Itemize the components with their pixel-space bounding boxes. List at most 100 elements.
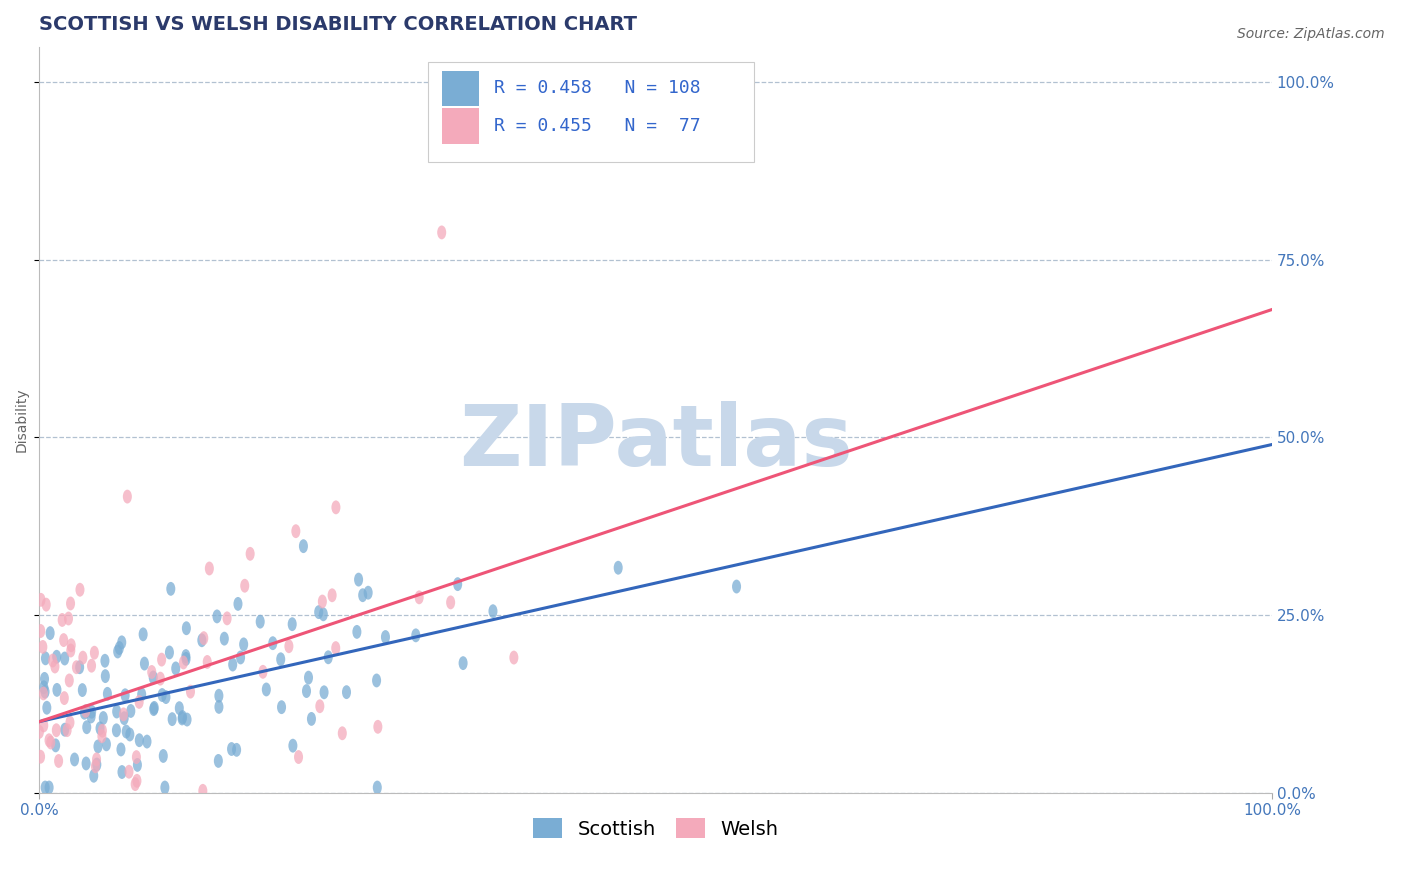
Point <box>270 652 292 666</box>
Point <box>174 652 197 666</box>
Point <box>58 611 80 625</box>
Point <box>41 654 63 668</box>
FancyBboxPatch shape <box>427 62 754 162</box>
Point <box>357 585 380 599</box>
Point <box>141 665 163 679</box>
Point <box>153 780 176 795</box>
Point <box>34 780 56 795</box>
Point <box>84 759 107 773</box>
Point <box>502 650 524 665</box>
Point <box>59 597 82 611</box>
Point <box>42 818 65 832</box>
Point <box>111 765 134 780</box>
Point <box>86 752 108 766</box>
Point <box>301 712 323 726</box>
Point <box>110 742 132 756</box>
Point <box>281 617 304 632</box>
Point <box>38 780 60 795</box>
Point <box>80 709 103 723</box>
Point <box>34 672 56 686</box>
Point <box>174 818 197 832</box>
Point <box>222 657 245 672</box>
Point <box>32 681 55 695</box>
Point <box>321 588 343 602</box>
Point <box>31 640 53 654</box>
Point <box>176 621 198 635</box>
Point <box>87 739 110 754</box>
Text: R = 0.458   N = 108: R = 0.458 N = 108 <box>494 79 700 97</box>
Point <box>125 773 148 788</box>
Point <box>367 720 389 734</box>
Point <box>308 605 330 619</box>
Point <box>284 524 307 539</box>
Point <box>30 592 52 607</box>
Point <box>131 688 153 702</box>
Point <box>482 604 505 618</box>
Point <box>80 705 103 719</box>
Point <box>69 582 91 597</box>
Point <box>45 818 67 832</box>
Point <box>34 684 56 698</box>
Point <box>59 715 82 730</box>
Legend: Scottish, Welsh: Scottish, Welsh <box>526 810 786 847</box>
Point <box>134 657 156 671</box>
Point <box>277 639 299 653</box>
Point <box>63 752 86 766</box>
Point <box>120 704 142 718</box>
Point <box>335 685 357 699</box>
Point <box>117 490 139 504</box>
Point <box>39 735 62 749</box>
Point <box>254 682 277 697</box>
Point <box>155 690 177 704</box>
Point <box>73 706 96 720</box>
Point <box>214 632 236 646</box>
Point <box>295 684 318 698</box>
FancyBboxPatch shape <box>443 108 479 144</box>
Point <box>174 648 197 663</box>
Point <box>58 673 80 688</box>
Point <box>75 756 97 771</box>
Point <box>53 723 76 737</box>
Point <box>76 720 98 734</box>
Point <box>75 704 97 718</box>
Point <box>59 643 82 657</box>
Point <box>60 638 83 652</box>
Point <box>35 700 58 714</box>
Point <box>225 743 247 757</box>
Point <box>66 797 89 812</box>
Point <box>160 712 183 726</box>
Point <box>207 754 229 768</box>
Point <box>229 650 252 665</box>
Point <box>83 769 105 783</box>
Point <box>38 733 60 747</box>
Point <box>352 588 374 602</box>
Point <box>30 749 52 764</box>
Point <box>325 641 347 656</box>
Point <box>48 818 70 832</box>
Point <box>281 739 304 753</box>
Point <box>112 707 135 722</box>
Text: ZIPatlas: ZIPatlas <box>458 401 852 483</box>
Point <box>35 598 58 612</box>
Point <box>107 644 129 658</box>
Point <box>172 710 194 724</box>
Point <box>226 597 249 611</box>
Point <box>65 660 87 674</box>
Point <box>440 595 463 609</box>
Point <box>232 637 254 651</box>
Point <box>451 656 474 670</box>
Point <box>96 687 118 701</box>
Point <box>112 711 135 725</box>
Point <box>58 818 80 832</box>
Point <box>430 226 453 240</box>
Point <box>125 750 148 764</box>
Point <box>128 695 150 709</box>
Point <box>75 704 97 718</box>
Point <box>89 722 111 736</box>
Point <box>105 705 128 719</box>
Point <box>30 624 52 638</box>
Point <box>191 633 214 648</box>
Point <box>94 654 117 668</box>
Point <box>191 784 214 798</box>
Point <box>176 713 198 727</box>
